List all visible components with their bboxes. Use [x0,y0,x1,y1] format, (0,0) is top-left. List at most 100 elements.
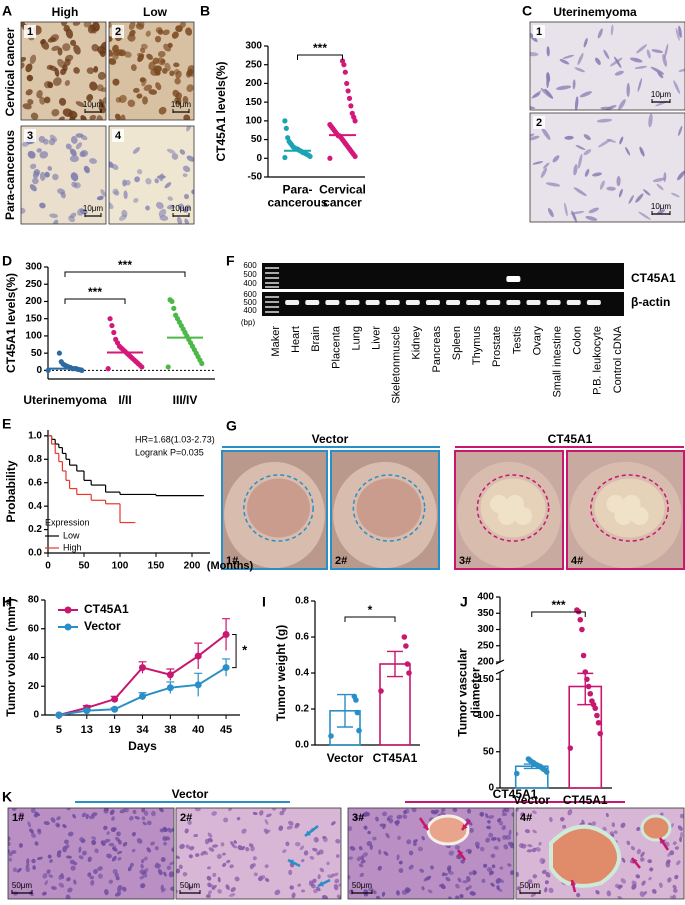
number-box [112,129,124,142]
nucleus [137,52,145,58]
nucleus [679,836,682,843]
nucleus [263,828,268,833]
point [139,692,146,700]
nucleus [212,872,217,878]
nucleus [616,175,621,187]
nucleus [541,869,547,874]
point [222,664,230,672]
nucleus [507,863,512,867]
nucleus [120,114,126,120]
nucleus [617,895,623,899]
nucleus [56,816,61,821]
nucleus [462,880,469,884]
nucleus [122,841,128,847]
nucleus [544,887,548,893]
tumor-outline [243,474,314,542]
nucleus [129,29,136,37]
nucleus [575,144,586,151]
nucleus [175,25,183,33]
y-tick-label: 150 [25,313,42,324]
nucleus [36,89,43,99]
group-label: CT45A1 [493,787,538,801]
point [222,631,230,638]
nucleus [372,836,377,841]
point [401,634,408,640]
nucleus [97,866,103,871]
nucleus [52,77,62,86]
point [351,693,358,700]
nucleus [89,875,95,880]
nucleus [541,127,551,140]
nucleus [145,178,152,185]
nucleus [665,861,671,868]
photo-frame [566,450,685,570]
nucleus [643,189,651,196]
nucleus [643,891,648,895]
nucleus [169,861,174,866]
nucleus [639,146,645,157]
nucleus [274,889,281,896]
nucleus [93,869,98,875]
nucleus [164,62,171,72]
nucleus [119,214,127,221]
nucleus [638,211,651,220]
nucleus [297,883,302,887]
nucleus [166,865,172,870]
nucleus [129,816,134,821]
nucleus [145,30,151,37]
nucleus [545,871,551,878]
y-tick-label: 60 [28,623,40,634]
y-tick-label: 100 [245,115,262,126]
nucleus [112,44,119,53]
image-number: 3# [352,812,364,824]
nucleus [42,873,48,879]
number-box [24,25,36,38]
nucleus [140,863,144,869]
nucleus [229,893,236,897]
ladder-band [265,301,280,303]
nucleus [159,828,165,833]
nucleus [154,35,162,43]
y-axis-label: Tumor weight (g) [274,625,288,721]
nucleus [156,175,166,179]
y-tick-label: 0 [256,153,262,164]
point [580,652,587,659]
nucleus [75,142,83,150]
nucleus [91,43,99,52]
y-tick-label: 1.0 [28,430,42,441]
nucleus [187,820,192,825]
y-tick-label: 0 [33,710,39,721]
nucleus [140,883,146,889]
y-tick-label: 200 [25,296,42,307]
y-tick-label: 0.4 [295,668,309,679]
nucleus [183,193,190,200]
nucleus [163,43,172,52]
nucleus [186,126,192,132]
nucleus [143,856,148,861]
band [466,300,481,305]
point [577,616,584,623]
nucleus [70,135,78,144]
nucleus [356,856,362,862]
nucleus [146,820,152,826]
y-tick-label: 50 [31,348,43,359]
nucleus [417,846,423,852]
nucleus [636,44,647,54]
y-tick-label: 80 [28,595,40,606]
nucleus [567,809,573,816]
panel-letter: H [2,594,12,610]
nucleus [140,858,145,864]
nucleus [127,99,136,108]
y-tick-label: 0.6 [28,477,42,488]
nucleus [176,855,180,859]
nucleus [362,852,368,857]
nucleus [363,825,368,830]
nucleus [68,215,75,223]
nucleus [606,186,616,191]
lane-label: Kidney [411,326,423,360]
x-tick-label: 38 [164,724,176,736]
column-label: High [52,5,79,19]
nucleus [265,877,270,882]
nucleus [203,851,209,856]
nucleus [27,98,34,105]
